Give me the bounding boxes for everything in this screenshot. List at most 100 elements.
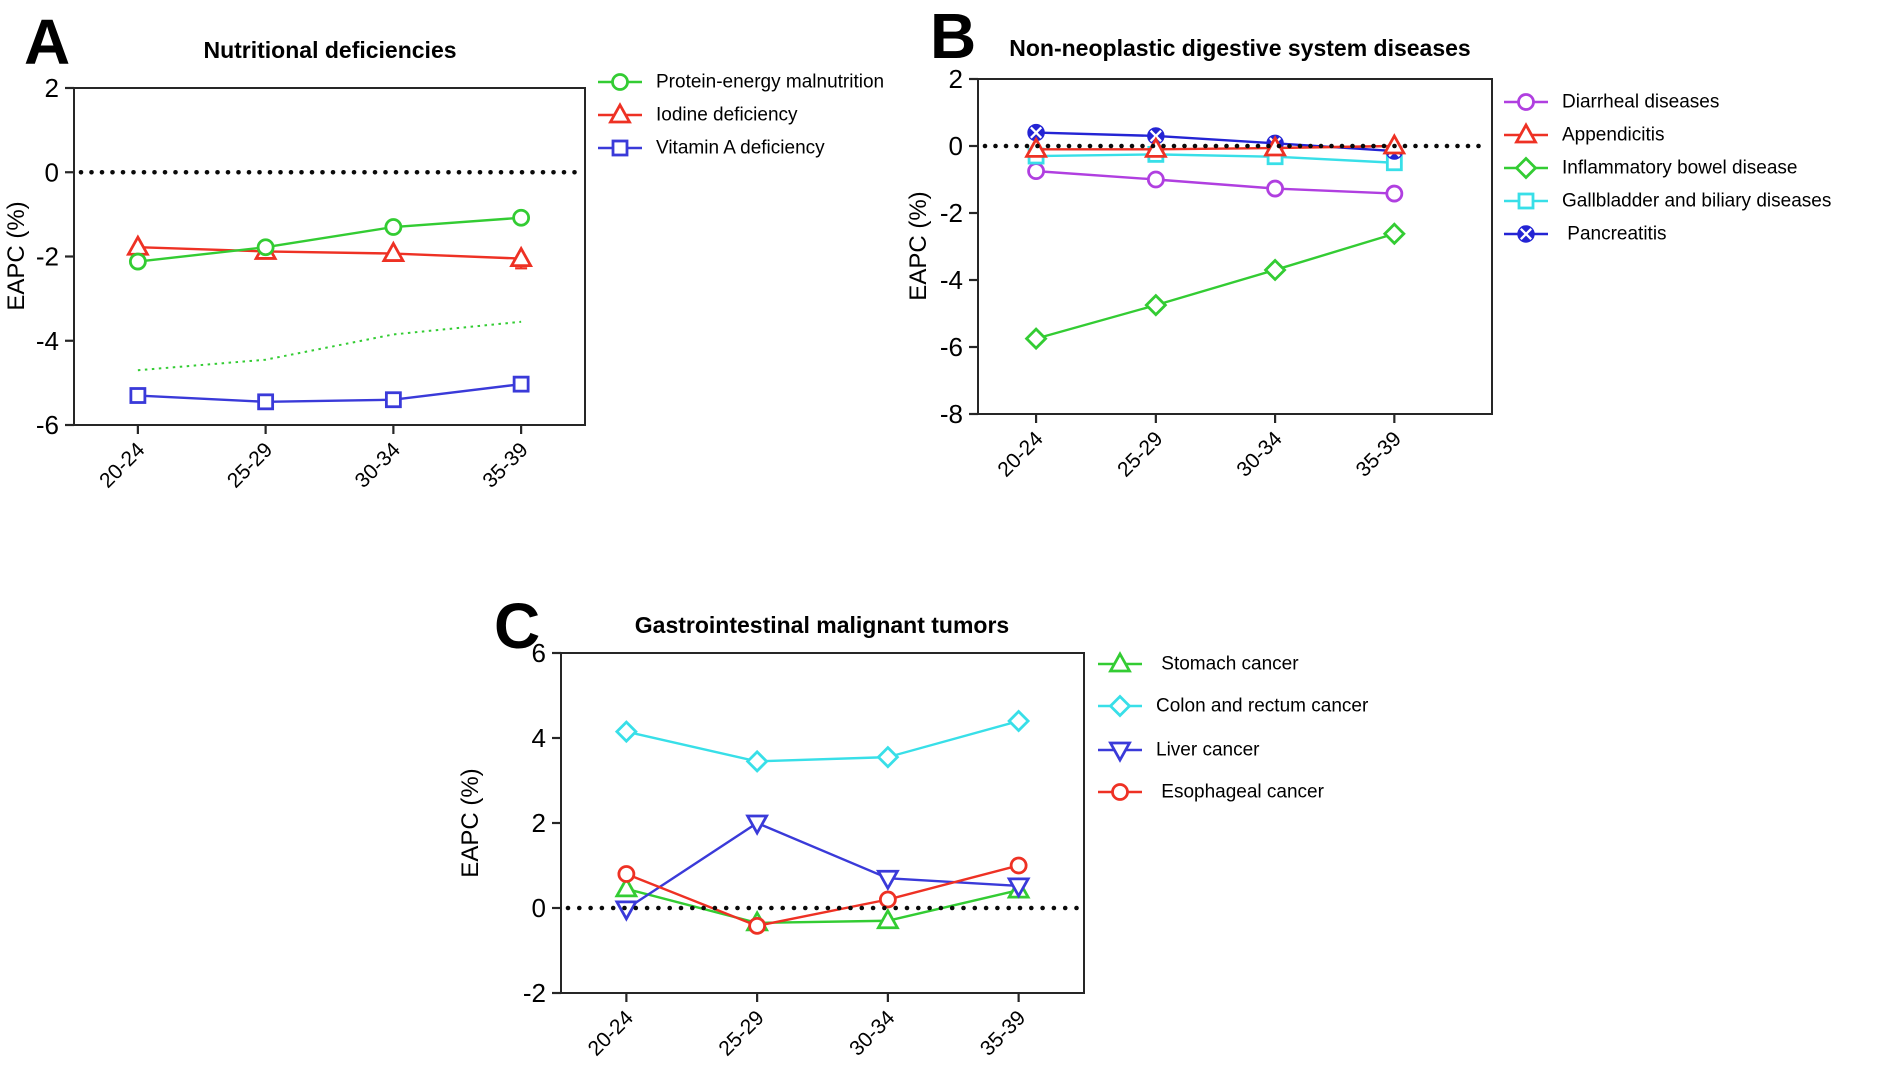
zero-line-dot — [1003, 143, 1009, 149]
zero-line-dot — [814, 905, 819, 911]
zero-line-dot — [769, 905, 774, 911]
zero-line-dot — [162, 169, 168, 175]
series-line — [626, 887, 1019, 925]
zero-line-dot — [414, 169, 420, 175]
zero-line-dot — [1029, 905, 1034, 911]
zero-line-dot — [1074, 905, 1079, 911]
zero-line-dot — [825, 905, 831, 911]
series-line — [625, 864, 1019, 928]
zero-line-dot — [1140, 143, 1145, 149]
zero-line-dot — [278, 169, 283, 175]
zero-line-dot — [288, 169, 294, 175]
zero-line-dot — [870, 905, 876, 911]
zero-line-dot — [1040, 905, 1045, 911]
zero-line-dot — [509, 169, 514, 175]
x-tick-label: 35-39 — [1352, 427, 1406, 481]
zero-line-dot — [577, 905, 582, 911]
triangle-up-marker — [1514, 122, 1538, 144]
zero-line-dot — [723, 905, 729, 911]
zero-line-dot — [667, 905, 672, 911]
zero-line-dot — [204, 169, 210, 175]
zero-line-dot — [467, 169, 472, 175]
plot-frame — [560, 652, 1085, 994]
zero-line-dot — [757, 905, 763, 911]
legend-item: Inflammatory bowel disease — [1504, 156, 1798, 180]
zero-line-dot — [995, 905, 1000, 911]
zero-line-dot — [599, 905, 605, 911]
y-tick-label: -6 — [940, 332, 963, 362]
zero-line-dot — [1423, 143, 1429, 149]
x-tick-label: 25-29 — [223, 438, 277, 492]
zero-line-dot — [993, 143, 998, 149]
series-stomach-cancer — [614, 876, 1031, 932]
y-tick-label: -2 — [36, 242, 59, 272]
zero-line-dot — [404, 169, 409, 175]
zero-line-dot — [983, 905, 989, 911]
zero-line-dot — [519, 169, 525, 175]
legend-item: Esophageal cancer — [1098, 782, 1325, 803]
series-unlabeled-dotted-trend — [137, 320, 522, 372]
zero-line-dot — [1276, 143, 1282, 149]
zero-line-dot — [131, 169, 136, 175]
square-marker — [129, 387, 147, 404]
zero-line-dot — [173, 169, 178, 175]
circle-marker — [128, 252, 147, 271]
zero-line-dot — [320, 169, 325, 175]
zero-line-dot — [267, 169, 273, 175]
zero-line-dot — [859, 905, 865, 911]
zero-line-dot — [1119, 143, 1124, 149]
diamond-marker — [1382, 222, 1406, 246]
zero-line-dot — [644, 905, 650, 911]
zero-line-dot — [435, 169, 441, 175]
triangle-up-marker — [608, 102, 632, 124]
zero-line-dot — [477, 169, 483, 175]
zero-line-dot — [1465, 143, 1471, 149]
zero-line-dot — [1066, 143, 1072, 149]
panel-C: 6 4 2 0 -2 20-24 25-29 30-34 35-39 C Gastrointesti… — [457, 590, 1369, 1061]
y-tick-label: 2 — [45, 73, 59, 103]
legend-item: Diarrheal diseases — [1504, 92, 1719, 113]
zero-line-dot — [330, 169, 336, 175]
diamond-marker — [1024, 327, 1048, 351]
y-tick-label: 6 — [532, 638, 546, 668]
zero-line-dot — [1150, 143, 1156, 149]
zero-line-dot — [780, 905, 785, 911]
zero-line-dot — [848, 905, 853, 911]
legend: Protein-energy malnutrition Iodine defici… — [598, 72, 884, 159]
zero-line-dot — [1350, 143, 1355, 149]
series-esophageal-cancer — [617, 856, 1028, 935]
triangle-up-marker — [1143, 136, 1168, 158]
zero-dotted-line — [982, 143, 1481, 149]
x-tick-label: 25-29 — [1113, 427, 1167, 481]
series-colon-and-rectum-cancer — [614, 709, 1031, 773]
zero-line-dot — [565, 905, 571, 911]
square-marker — [257, 393, 275, 411]
zero-line-dot — [141, 169, 147, 175]
y-tick-label: 2 — [532, 808, 546, 838]
series-line — [1036, 144, 1395, 151]
triangle-up-marker — [614, 876, 639, 898]
series-protein-energy-malnutrition — [128, 208, 531, 271]
zero-line-dot — [836, 905, 842, 911]
zero-line-dot — [610, 905, 616, 911]
legend-item: Iodine deficiency — [598, 102, 798, 126]
zero-line-dot — [916, 905, 921, 911]
zero-line-dot — [1087, 143, 1093, 149]
panel-label: B — [930, 0, 976, 72]
x-tick-label: 30-34 — [845, 1006, 899, 1060]
zero-line-dot — [1339, 143, 1345, 149]
legend-label: Vitamin A deficiency — [656, 138, 825, 159]
legend-item: Protein-energy malnutrition — [598, 72, 884, 93]
y-tick-label: -8 — [940, 399, 963, 429]
zero-line-dot — [362, 169, 367, 175]
panel-title: Nutritional deficiencies — [203, 37, 456, 63]
panel-label: A — [24, 6, 70, 78]
square-marker — [512, 375, 530, 393]
y-axis-title: EAPC (%) — [905, 191, 932, 300]
circle-cross-x-line — [1030, 126, 1043, 139]
legend-label: Esophageal cancer — [1156, 782, 1325, 803]
circle-marker — [1517, 93, 1535, 111]
zero-line-dot — [1434, 143, 1439, 149]
diamond-marker — [1007, 709, 1031, 733]
